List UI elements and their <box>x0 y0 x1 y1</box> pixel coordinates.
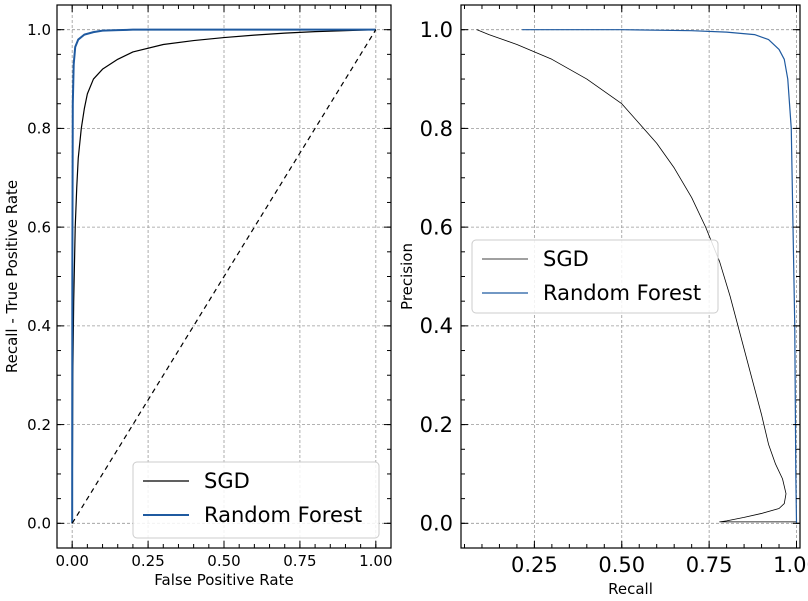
legend-label: Random Forest <box>543 281 701 305</box>
x-tick-label: 0.75 <box>686 553 733 577</box>
y-tick-label: 0.8 <box>420 117 453 141</box>
x-tick-label: 0.00 <box>55 552 88 570</box>
y-axis-label: Precision <box>398 243 416 310</box>
chart-panel-2: 0.25 0.50 0.75 1.00 0.0 0.2 0.4 0.6 0.8 1.0 Recall… <box>398 4 808 598</box>
y-tick-label: 0.0 <box>420 512 453 536</box>
legend-label: Random Forest <box>204 503 362 527</box>
legend-box <box>132 461 380 539</box>
series-line-random-forest <box>522 29 798 524</box>
x-tick-label: 0.75 <box>283 552 316 570</box>
series-line-sgd <box>476 29 797 523</box>
y-tick-label: 0.6 <box>27 218 51 236</box>
y-tick-label: 0.0 <box>27 515 51 533</box>
x-tick-label: 1.00 <box>359 552 392 570</box>
x-tick-label: 0.50 <box>207 552 240 570</box>
y-tick-label: 0.2 <box>27 416 51 434</box>
chart-panel-1: 0.00 0.25 0.50 0.75 1.00 0.0 0.2 0.4 0.6 0.8 1.0 Fa… <box>3 4 393 589</box>
y-tick-label: 0.8 <box>27 120 51 138</box>
legend-box <box>471 239 719 314</box>
y-tick-label: 0.2 <box>420 413 453 437</box>
y-tick-label: 0.6 <box>420 215 453 239</box>
y-tick-label: 0.4 <box>27 317 51 335</box>
series-line-sgd <box>71 29 376 524</box>
y-tick-label: 1.0 <box>420 18 453 42</box>
diagonal-reference-line <box>71 29 377 524</box>
x-tick-label: 0.25 <box>131 552 164 570</box>
x-axis-label: False Positive Rate <box>154 571 293 589</box>
series-line-random-forest <box>71 28 376 524</box>
x-tick-label: 0.50 <box>598 553 645 577</box>
legend: SGD Random Forest <box>471 239 719 314</box>
x-tick-label: 1.00 <box>773 553 808 577</box>
y-tick-label: 0.4 <box>420 314 453 338</box>
x-tick-label: 0.25 <box>511 553 558 577</box>
y-axis-label: Recall - True Positive Rate <box>3 180 21 373</box>
x-axis-label: Recall <box>608 580 653 598</box>
legend-label: SGD <box>543 247 589 271</box>
legend: SGD Random Forest <box>132 461 380 539</box>
y-tick-label: 1.0 <box>27 21 51 39</box>
legend-label: SGD <box>204 469 250 493</box>
